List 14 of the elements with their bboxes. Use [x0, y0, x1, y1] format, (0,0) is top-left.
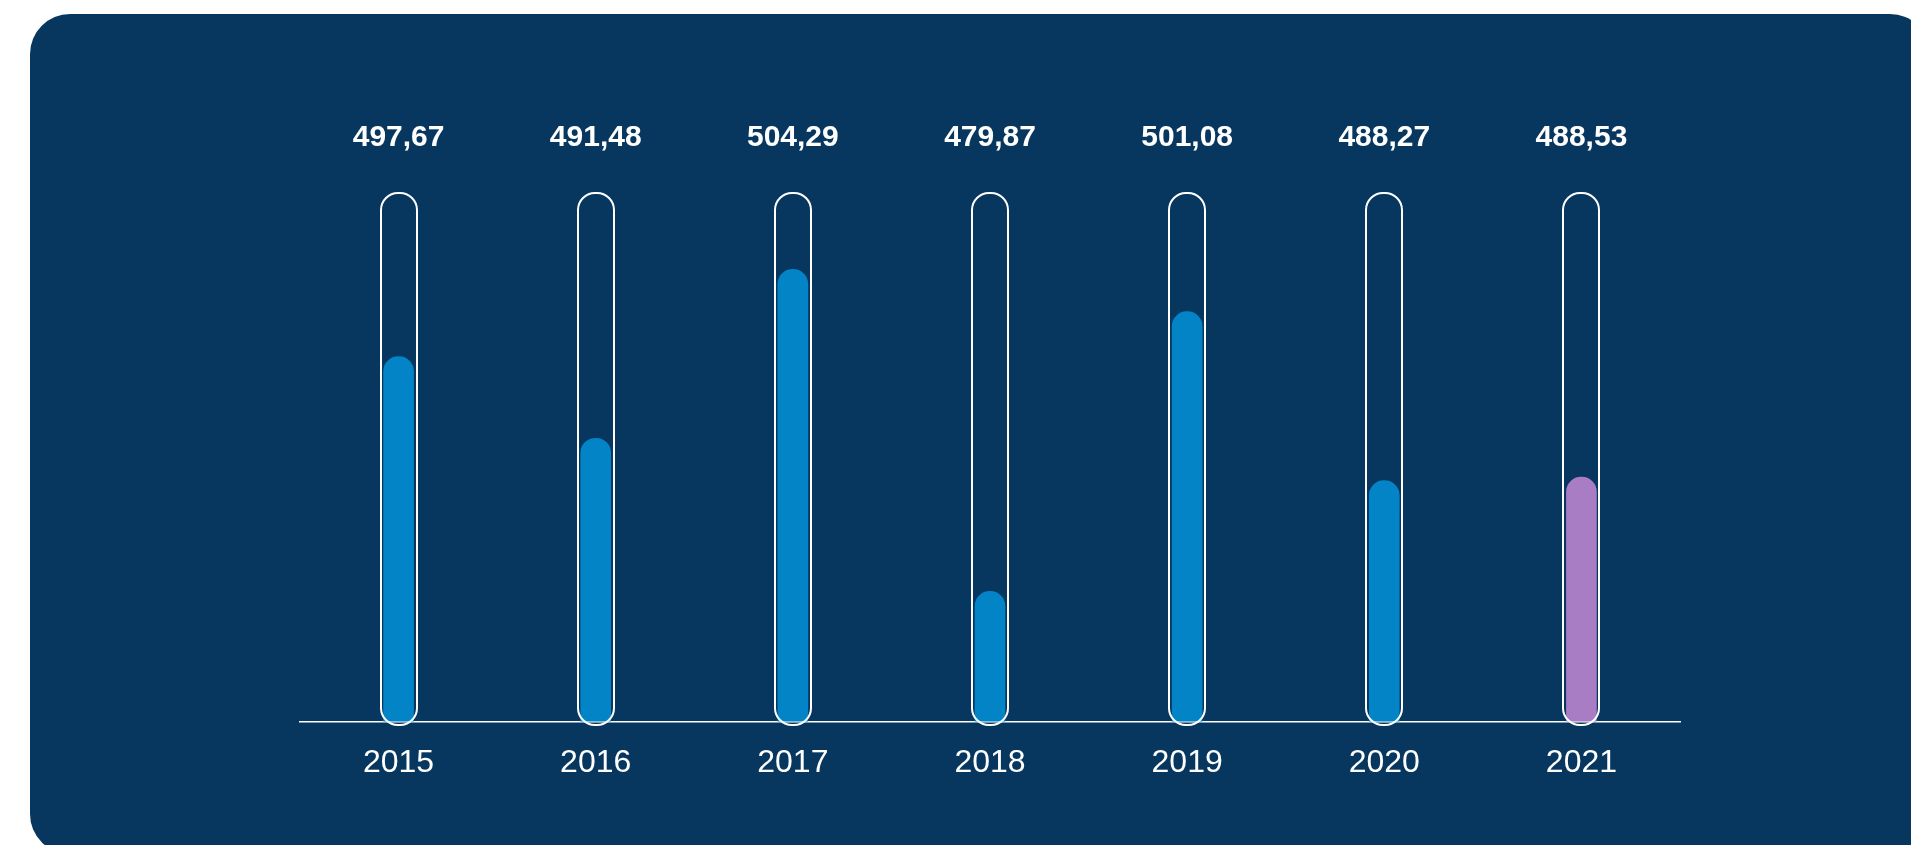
data-label: 479,87 [944, 119, 1036, 153]
x-tick-label: 2020 [1348, 742, 1420, 779]
data-label: 501,08 [1141, 119, 1234, 153]
x-tick-label: 2015 [362, 742, 435, 779]
x-tick-label: 2019 [1151, 742, 1223, 779]
data-label: 488,53 [1535, 119, 1628, 153]
x-tick-label: 2021 [1545, 742, 1618, 779]
data-label: 491,48 [549, 119, 642, 153]
x-tick-label: 2018 [954, 742, 1026, 779]
x-tick-label: 2017 [757, 742, 829, 779]
x-tick-label: 2016 [560, 742, 632, 779]
data-label: 497,67 [352, 119, 445, 153]
data-label: 488,27 [1338, 119, 1431, 153]
data-label: 504,29 [746, 119, 839, 153]
